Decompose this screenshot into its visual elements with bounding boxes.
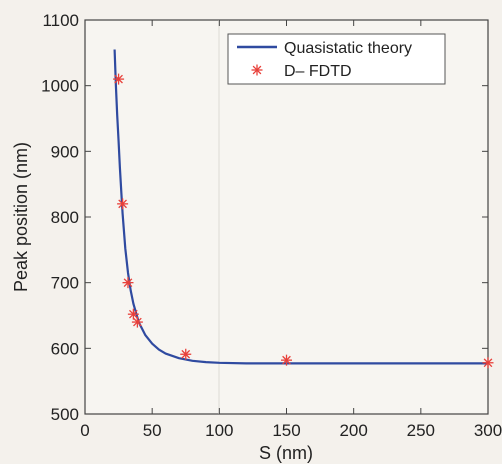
x-tick-label: 0 [80, 421, 89, 440]
fdtd-data-point [131, 316, 143, 328]
x-tick-label: 200 [339, 421, 367, 440]
series-line-quasistatic [113, 49, 488, 365]
legend-marker-swatch [251, 64, 263, 76]
fdtd-data-point [281, 354, 292, 366]
fdtd-data-point [180, 348, 192, 360]
y-tick-label: 1100 [42, 11, 79, 30]
plot-frame [84, 19, 489, 415]
x-tick-label: 100 [205, 421, 233, 440]
y-axis-label: Peak position (nm) [11, 142, 31, 292]
ticks-layer: 0 50 100 150 200 250 300 500 600 700 800 900 1000 110… [41, 11, 502, 440]
legend-box [227, 33, 446, 85]
y-tick-label: 800 [51, 208, 79, 227]
fdtd-data-point [482, 357, 494, 369]
x-tick-label: 250 [407, 421, 435, 440]
y-tick-label: 900 [51, 142, 79, 161]
y-tick-label: 500 [51, 405, 79, 424]
legend: Quasistatic theory D– FDTD [227, 33, 446, 85]
fdtd-data-point [127, 308, 139, 320]
x-tick-label: 300 [474, 421, 502, 440]
fdtd-data-point [122, 277, 134, 289]
y-tick-label: 700 [51, 274, 79, 293]
fdtd-data-point [113, 73, 125, 85]
x-tick-label: 150 [272, 421, 300, 440]
series-layer [113, 49, 494, 369]
x-axis-label: S (nm) [259, 443, 313, 463]
legend-label-quasistatic: Quasistatic theory [284, 40, 412, 57]
legend-asterisk-icon [251, 64, 263, 76]
legend-label-fdtd: D– FDTD [284, 63, 352, 80]
y-tick-label: 600 [51, 339, 79, 358]
fdtd-data-point [117, 198, 129, 210]
x-tick-label: 50 [143, 421, 162, 440]
y-tick-label: 1000 [41, 77, 79, 96]
